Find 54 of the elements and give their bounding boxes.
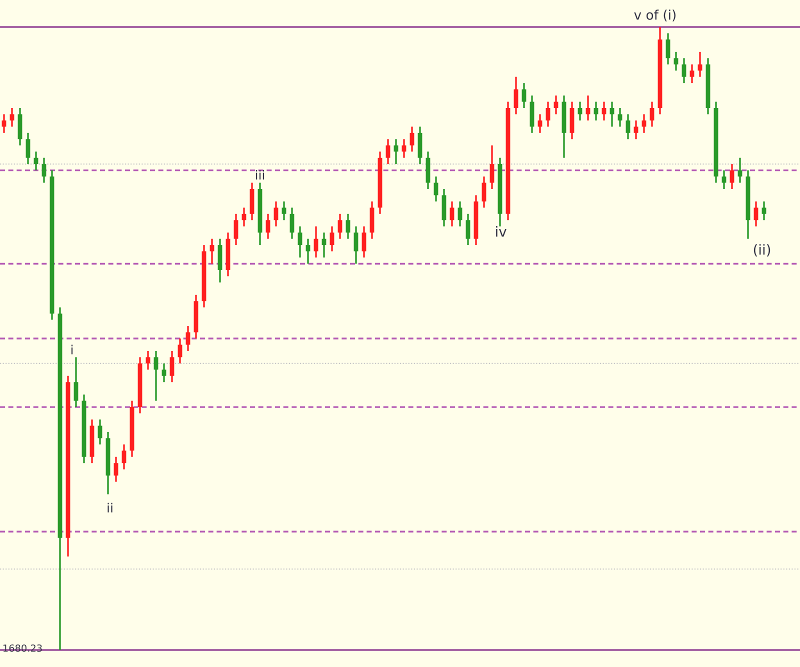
candlestick: [682, 57, 686, 84]
candlestick: [298, 226, 302, 258]
annotation: i: [71, 344, 73, 354]
candlestick: [482, 176, 486, 209]
candlestick: [674, 51, 678, 72]
candlestick: [634, 120, 638, 140]
candlestick: [274, 200, 278, 228]
candlestick: [114, 456, 118, 483]
candlestick: [170, 350, 174, 383]
candlestick: [490, 144, 494, 190]
candlestick: [618, 107, 622, 128]
candlestick: [722, 169, 726, 190]
candlestick: [98, 418, 102, 446]
annotation: iii: [256, 170, 264, 180]
candlestick: [650, 100, 654, 128]
candlestick: [450, 200, 454, 228]
candlestick: [338, 213, 342, 240]
candlestick: [282, 200, 286, 221]
candlestick: [122, 444, 126, 470]
candlestick: [410, 126, 414, 152]
candlestick: [306, 238, 310, 265]
candlestick: [10, 107, 14, 128]
candlestick: [466, 213, 470, 246]
candlestick: [234, 213, 238, 246]
candlestick: [290, 206, 294, 240]
candlestick: [546, 100, 550, 128]
annotation: iv: [496, 226, 506, 237]
candlestick: [42, 156, 46, 184]
candlestick: [514, 76, 518, 116]
candlestick: [346, 213, 350, 240]
annotation: ii: [108, 502, 112, 512]
candlestick: [314, 226, 318, 258]
candlestick: [386, 138, 390, 165]
candlestick: [458, 200, 462, 228]
candlestick: [162, 362, 166, 383]
candlestick: [522, 82, 526, 109]
candlestick: [690, 64, 694, 84]
text: v of (i): [634, 10, 676, 22]
candlestick: [666, 32, 670, 66]
candlestick: [754, 200, 758, 228]
candlestick: [626, 113, 630, 140]
candlestick: [210, 238, 214, 265]
candlestick: [266, 213, 270, 240]
candlestick: [762, 200, 766, 221]
candlestick: [26, 132, 30, 165]
candlestick: [178, 338, 182, 364]
candlestick: [362, 226, 366, 258]
candlestick: [330, 226, 334, 252]
candlestick: [74, 356, 78, 408]
candlestick: [154, 350, 158, 402]
candlestick: [146, 350, 150, 370]
candlestick: [730, 163, 734, 190]
annotation: (ii): [754, 244, 770, 256]
candlestick: [354, 226, 358, 265]
